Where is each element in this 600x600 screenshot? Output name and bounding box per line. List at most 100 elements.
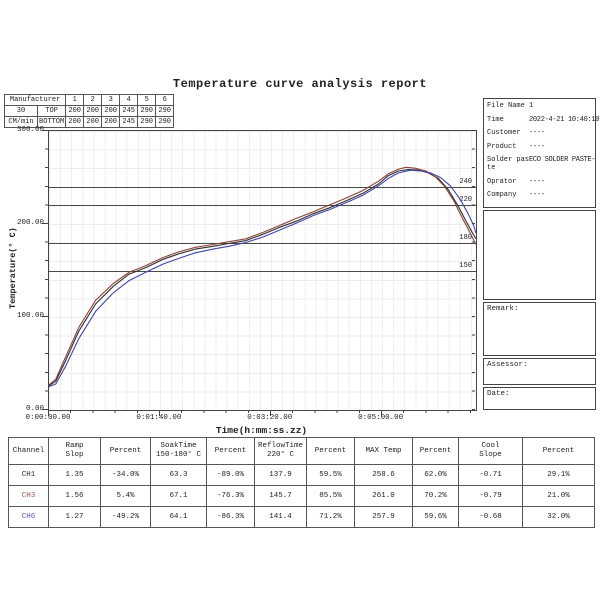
oven-temp-cell: 200 [65, 105, 85, 117]
x-tick-label-1: 0:01:40.00 [136, 414, 182, 422]
y-tick-label-0.00: 0.00 [25, 405, 44, 413]
channel-cell-CH6: CH6 [8, 506, 49, 528]
info-row-company: Company ---- [487, 191, 593, 199]
x-tick-label-0: 0:00:00.00 [25, 414, 71, 422]
result-cell: 32.0% [522, 506, 595, 528]
oven-speed-cell: 30 [4, 105, 38, 117]
ref-line-220 [49, 205, 476, 207]
channel-cell-CH1: CH1 [8, 464, 49, 486]
result-header-row: Channel Ramp Slop Percent SoakTime 150-180°… [8, 437, 595, 465]
result-cell: 141.4 [254, 506, 307, 528]
assessor-label: Assessor: [487, 361, 528, 369]
result-cell: 5.4% [100, 485, 151, 507]
oven-side-cell: TOP [36, 105, 67, 117]
result-cell: -34.0% [100, 464, 151, 486]
oven-zone-header: 2 [83, 94, 103, 106]
ref-line-150 [49, 270, 476, 272]
result-cell: -76.3% [206, 485, 255, 507]
channel-cell-CH3: CH3 [8, 485, 49, 507]
oven-row-bottom: CM/min BOTTOM 200 200 200 245 290 290 [4, 116, 175, 128]
result-cell: -86.3% [206, 506, 255, 528]
result-cell: 59.6% [412, 506, 459, 528]
result-cell: 64.1 [150, 506, 207, 528]
result-cell: 137.9 [254, 464, 307, 486]
oven-corner-header: Manufacturer [3, 94, 67, 106]
result-header-0: Channel [8, 437, 49, 465]
y-tick-label-100.00: 100.00 [16, 312, 44, 320]
result-row-CH3: CH3 1.56 5.4% 67.1 -76.3% 145.7 85.5% 261.0 70.2… [8, 485, 595, 507]
company-label: Company [487, 191, 517, 199]
x-axis-major-ticks [48, 410, 477, 416]
result-table-body: CH1 1.35 -34.0% 63.3 -89.0% 137.9 59.5% 258.6 62… [8, 464, 595, 528]
result-row-CH6: CH6 1.27 -49.2% 64.1 -86.3% 141.4 71.2% 257.9 59… [8, 506, 595, 528]
result-header-4: Percent [206, 437, 255, 465]
solder-paste-value: ECO SOLDER PASTE- [529, 156, 596, 164]
ref-line-label-150: 150 [459, 261, 472, 270]
result-cell: 257.9 [354, 506, 413, 528]
oven-temp-cell: 245 [119, 105, 139, 117]
result-cell: 63.3 [150, 464, 207, 486]
oven-speed-cell: CM/min [4, 116, 38, 128]
info-row-customer: Customer ---- [487, 129, 593, 137]
remark-box[interactable]: Remark: [483, 302, 596, 356]
operator-label: Oprator [487, 177, 517, 186]
y-tick-label-300.00: 300.00 [16, 126, 44, 134]
solder-paste-label: Solder paste [487, 156, 530, 172]
customer-value: ---- [529, 129, 545, 137]
info-row-operator: Oprator ---- [487, 178, 593, 186]
time-label: Time [487, 115, 504, 124]
result-cell: 62.0% [412, 464, 459, 486]
oven-temp-cell: 290 [137, 105, 157, 117]
y-axis-major-ticks [42, 130, 48, 410]
oven-temp-cell: 245 [119, 116, 139, 128]
date-label: Date: [487, 390, 510, 398]
notes-empty-box[interactable] [483, 210, 596, 300]
x-tick-label-2: 0:03:20.00 [247, 414, 293, 422]
plot-area: 240 220 180 150 [48, 130, 477, 411]
remark-label: Remark: [487, 305, 519, 313]
result-cell: -49.2% [100, 506, 151, 528]
assessor-box[interactable]: Assessor: [483, 358, 596, 385]
result-cell: -89.0% [206, 464, 255, 486]
oven-zone-header: 6 [155, 94, 175, 106]
operator-value: ---- [529, 177, 545, 186]
time-value: 2022-4-21 10:40:10 [529, 115, 600, 124]
file-info-box: File Name 1 Time 2022-4-21 10:40:10 Cust… [483, 98, 600, 208]
result-header-3: SoakTime 150-180° C [150, 437, 207, 465]
ref-line-180 [49, 242, 476, 244]
curve-CH3 [49, 166, 476, 386]
ref-line-240 [49, 186, 476, 188]
y-tick-label-200.00: 200.00 [16, 219, 44, 227]
oven-table-body: Manufacturer 1 2 3 4 5 6 30 TOP 200 200 200 245 290 29… [3, 94, 175, 128]
result-cell: 85.5% [306, 485, 355, 507]
result-cell: 21.0% [522, 485, 595, 507]
result-cell: 1.27 [48, 506, 101, 528]
result-header-5: ReflowTime 220° C [254, 437, 307, 465]
temperature-curves [49, 166, 476, 388]
oven-temp-cell: 290 [155, 105, 175, 117]
result-table-head: Channel Ramp Slop Percent SoakTime 150-180°… [8, 437, 595, 465]
result-cell: 261.0 [354, 485, 413, 507]
result-header-2: Percent [100, 437, 151, 465]
y-axis-title: Temperature(° C) [8, 227, 18, 309]
oven-temp-cell: 290 [137, 116, 157, 128]
result-cell: 258.6 [354, 464, 413, 486]
oven-temp-cell: 200 [83, 116, 103, 128]
result-cell: 1.35 [48, 464, 101, 486]
oven-row-top: 30 TOP 200 200 200 245 290 290 [4, 105, 175, 117]
right-axis-minor-ticks [472, 130, 475, 410]
filename-value: 1 [529, 102, 533, 110]
x-tick-label-3: 0:05:00.00 [358, 414, 404, 422]
result-header-1: Ramp Slop [48, 437, 101, 465]
ref-line-label-220: 220 [459, 196, 472, 205]
result-cell: -0.68 [458, 506, 523, 528]
info-row-product: Product ---- [487, 143, 593, 151]
date-box[interactable]: Date: [483, 387, 596, 410]
info-row-filename: File Name 1 [487, 102, 593, 110]
info-row-solder-paste: Solder paste ECO SOLDER PASTE- [487, 156, 596, 172]
oven-zone-header: 3 [101, 94, 121, 106]
result-cell: 70.2% [412, 485, 459, 507]
product-value: ---- [529, 142, 545, 151]
curve-CH1 [49, 168, 476, 387]
